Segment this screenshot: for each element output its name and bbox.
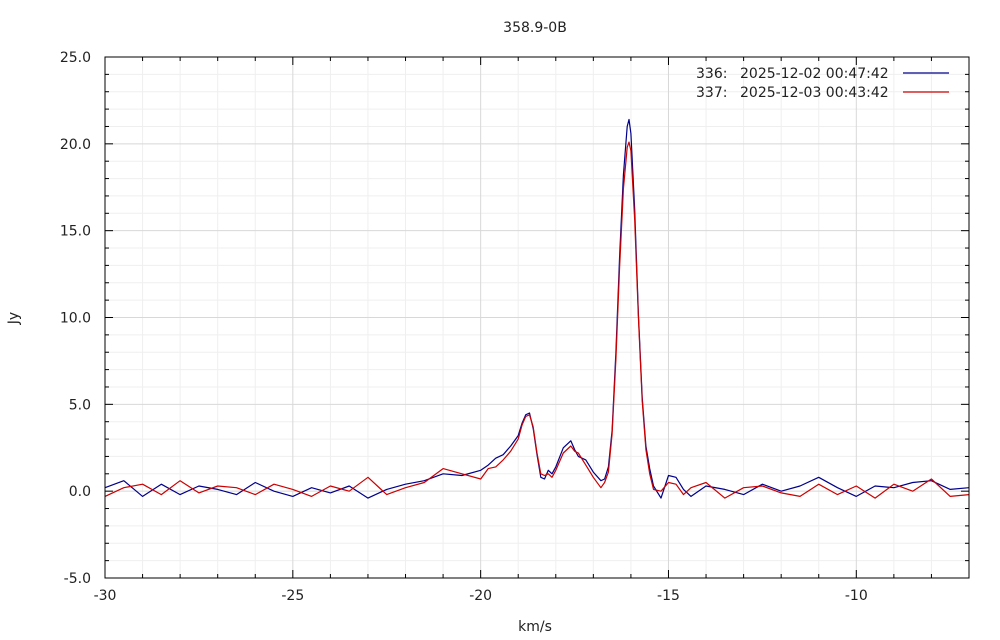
series-line-336 [104, 118, 970, 499]
legend: 336: 2025-12-02 00:47:42 337: 2025-12-03… [696, 66, 949, 101]
x-tick-label: -25 [281, 588, 304, 604]
series-line-337 [104, 141, 970, 499]
chart-title: 358.9-0B [503, 20, 567, 36]
y-tick-label: 25.0 [60, 50, 91, 66]
tick-labels: -30 -25 -20 -15 -10 -5.0 0.0 5.0 10.0 15.0 20.0 25.… [60, 50, 868, 604]
axis-ticks [104, 56, 970, 579]
y-tick-label: 20.0 [60, 137, 91, 153]
y-tick-label: 5.0 [69, 397, 91, 413]
y-tick-label: -5.0 [64, 571, 91, 587]
y-tick-label: 15.0 [60, 224, 91, 240]
grid [104, 56, 970, 579]
series-lines [104, 118, 970, 499]
x-tick-label: -10 [845, 588, 868, 604]
legend-label-336: 2025-12-02 00:47:42 [740, 66, 889, 82]
x-tick-label: -15 [657, 588, 680, 604]
x-tick-label: -30 [94, 588, 117, 604]
x-axis-label: km/s [518, 619, 552, 635]
y-tick-label: 10.0 [60, 311, 91, 327]
legend-id-336: 336: [696, 66, 727, 82]
legend-id-337: 337: [696, 85, 727, 101]
y-tick-label: 0.0 [69, 484, 91, 500]
y-axis-label: Jy [6, 312, 22, 325]
legend-label-337: 2025-12-03 00:43:42 [740, 85, 889, 101]
x-tick-label: -20 [469, 588, 492, 604]
